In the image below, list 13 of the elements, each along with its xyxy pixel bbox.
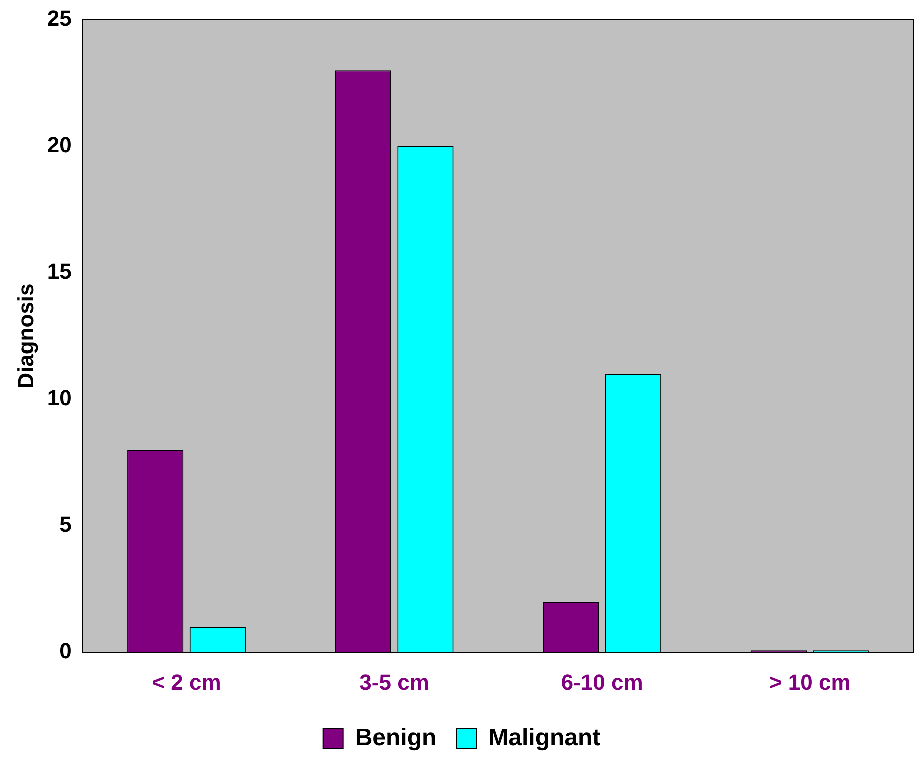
y-tick-label: 20 [47,132,72,158]
y-tick-label: 0 [60,638,72,664]
legend-label: Benign [355,724,437,752]
y-tick-label: 15 [47,259,72,284]
x-tick-label: 6-10 cm [561,670,644,695]
y-tick-label: 25 [47,6,72,32]
x-tick-label: 3-5 cm [360,670,430,695]
y-tick-label: 5 [60,512,72,538]
y-tick-label: 10 [47,386,72,411]
legend-label: Malignant [488,724,601,752]
y-axis-title: Diagnosis [13,284,38,389]
x-tick-label: > 10 cm [769,670,851,695]
x-tick-label: < 2 cm [152,670,222,695]
